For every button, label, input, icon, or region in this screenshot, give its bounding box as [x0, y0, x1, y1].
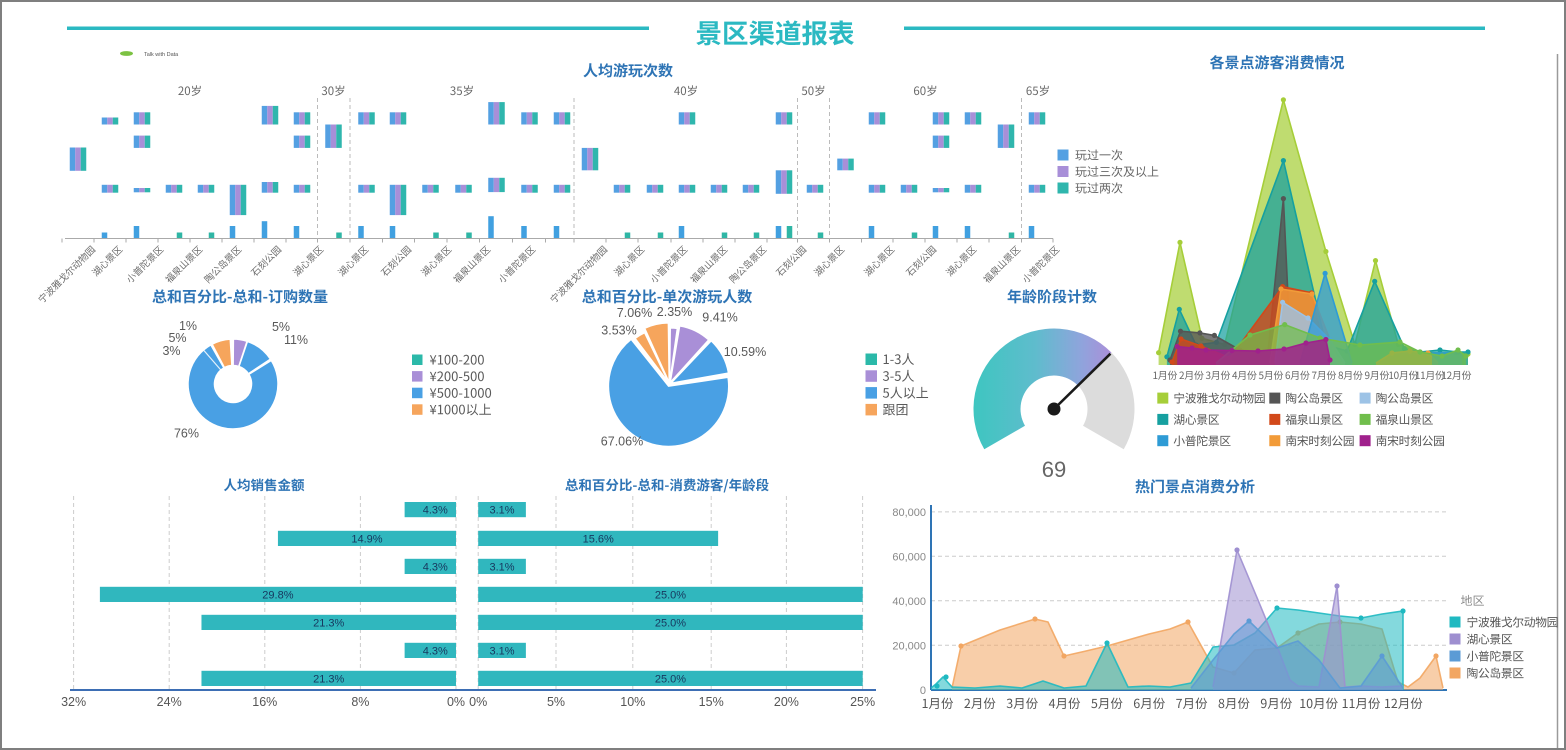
- svg-text:3%: 3%: [162, 344, 180, 358]
- svg-text:4.3%: 4.3%: [423, 561, 448, 573]
- svg-text:60,000: 60,000: [892, 551, 926, 563]
- svg-text:14.9%: 14.9%: [351, 533, 382, 545]
- svg-text:15.6%: 15.6%: [583, 533, 614, 545]
- svg-text:5%: 5%: [547, 695, 565, 709]
- svg-text:24%: 24%: [157, 695, 182, 709]
- svg-text:Talk with Data: Talk with Data: [144, 52, 179, 58]
- svg-text:4.3%: 4.3%: [423, 645, 448, 657]
- svg-text:16%: 16%: [252, 695, 277, 709]
- svg-text:0%: 0%: [447, 695, 465, 709]
- svg-text:3.1%: 3.1%: [489, 505, 514, 517]
- svg-text:32%: 32%: [61, 695, 86, 709]
- svg-text:25%: 25%: [850, 695, 875, 709]
- svg-text:69: 69: [1042, 457, 1066, 482]
- svg-text:15%: 15%: [699, 695, 724, 709]
- svg-text:3.53%: 3.53%: [601, 324, 636, 338]
- svg-text:25.0%: 25.0%: [655, 673, 686, 685]
- svg-text:67.06%: 67.06%: [601, 435, 643, 449]
- svg-text:8%: 8%: [351, 695, 369, 709]
- svg-text:4.3%: 4.3%: [423, 505, 448, 517]
- svg-text:29.8%: 29.8%: [262, 589, 293, 601]
- svg-text:10%: 10%: [620, 695, 645, 709]
- svg-text:7.06%: 7.06%: [617, 306, 652, 320]
- svg-text:0%: 0%: [469, 695, 487, 709]
- svg-text:5%: 5%: [272, 320, 290, 334]
- svg-text:0: 0: [920, 685, 926, 697]
- svg-text:3.1%: 3.1%: [489, 645, 514, 657]
- svg-text:25.0%: 25.0%: [655, 589, 686, 601]
- svg-text:25.0%: 25.0%: [655, 617, 686, 629]
- svg-text:3.1%: 3.1%: [489, 561, 514, 573]
- svg-text:11%: 11%: [284, 333, 308, 347]
- svg-text:21.3%: 21.3%: [313, 673, 344, 685]
- svg-text:20%: 20%: [774, 695, 799, 709]
- svg-text:2.35%: 2.35%: [657, 305, 692, 319]
- svg-text:5%: 5%: [168, 331, 186, 345]
- svg-text:1%: 1%: [179, 319, 197, 333]
- svg-text:10.59%: 10.59%: [724, 345, 766, 359]
- svg-text:9.41%: 9.41%: [702, 311, 737, 325]
- svg-text:40,000: 40,000: [892, 596, 926, 608]
- svg-text:20,000: 20,000: [892, 640, 926, 652]
- svg-text:80,000: 80,000: [892, 507, 926, 519]
- svg-text:21.3%: 21.3%: [313, 617, 344, 629]
- svg-text:76%: 76%: [174, 427, 199, 441]
